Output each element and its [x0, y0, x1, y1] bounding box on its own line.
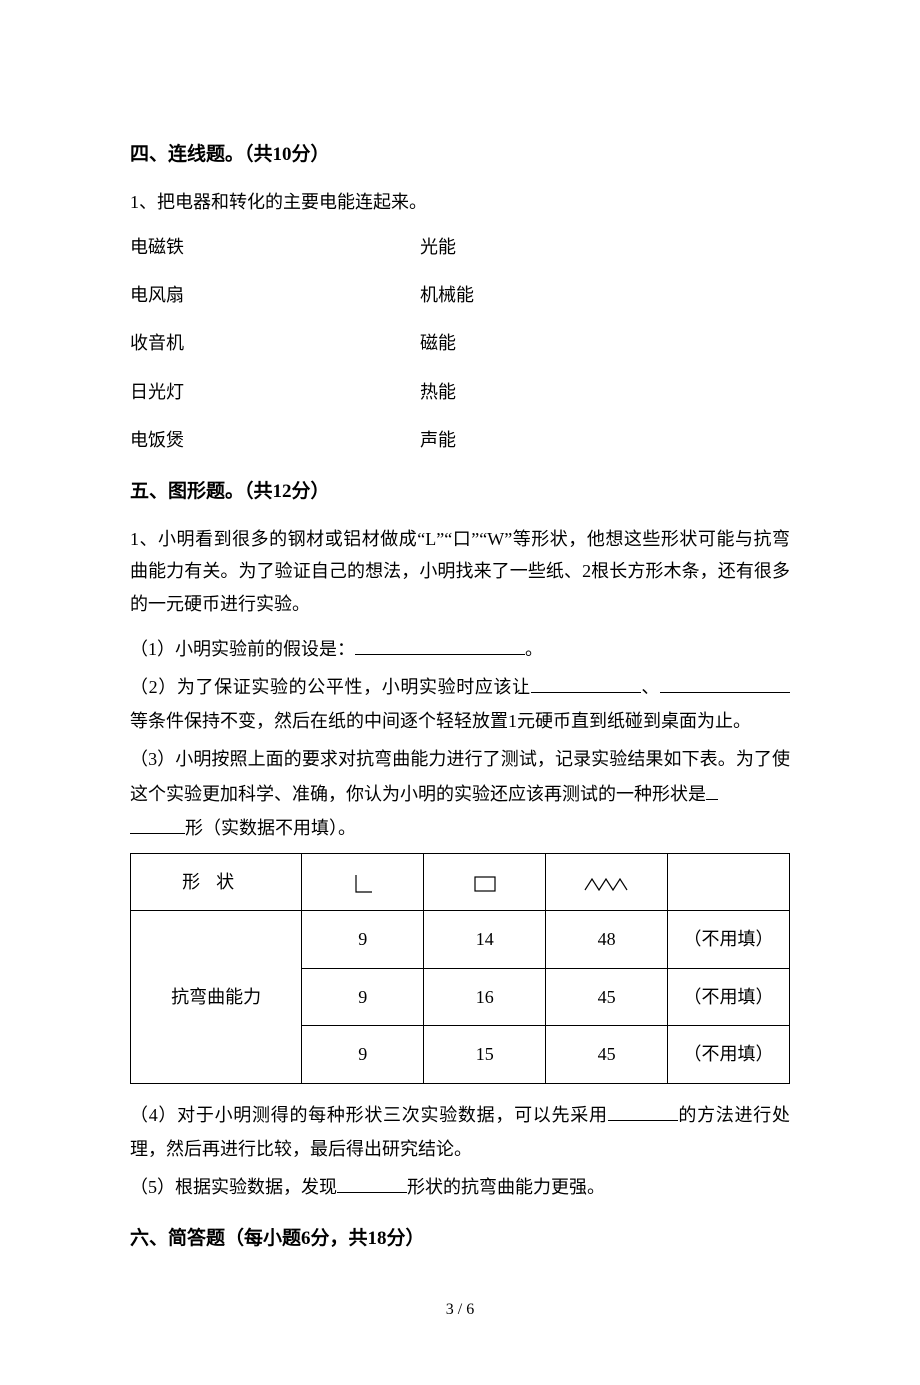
data-cell: 9 — [302, 911, 424, 968]
sub1-prefix: （1）小明实验前的假设是： — [130, 639, 355, 659]
sub2-mid: 、 — [641, 677, 660, 697]
matching-row: 电风扇 机械能 — [130, 279, 790, 311]
matching-row: 日光灯 热能 — [130, 376, 790, 408]
section5-sub1: （1）小明实验前的假设是： 。 — [130, 632, 790, 666]
sub1-suffix: 。 — [525, 639, 543, 659]
matching-left-item: 收音机 — [130, 327, 420, 359]
L-shape-icon — [350, 872, 376, 896]
blank-input[interactable] — [355, 635, 525, 655]
shape-cell-L — [302, 854, 424, 911]
sub3-prefix: （3）小明按照上面的要求对抗弯曲能力进行了测试，记录实验结果如下表。为了使这个实… — [130, 749, 790, 803]
matching-right-item: 磁能 — [420, 327, 790, 359]
experiment-table: 形状 抗弯曲能力 9 14 48 （不用填） 9 16 45 （不用填） 9 — [130, 853, 790, 1084]
section5-sub2: （2）为了保证实验的公平性，小明实验时应该让 、等条件保持不变，然后在纸的中间逐个… — [130, 670, 790, 738]
data-cell: 14 — [424, 911, 546, 968]
matching-right-item: 机械能 — [420, 279, 790, 311]
data-cell: 15 — [424, 1026, 546, 1083]
shape-cell-box — [424, 854, 546, 911]
section5-sub5: （5）根据实验数据，发现 形状的抗弯曲能力更强。 — [130, 1170, 790, 1204]
page-number: 3 / 6 — [130, 1296, 790, 1325]
table-row: 形状 — [131, 854, 790, 911]
shape-header-cell: 形状 — [131, 854, 302, 911]
blank-input[interactable] — [337, 1173, 407, 1193]
sub2-tail: 等条件保持不变，然后在纸的中间逐个轻轻放置1元硬币直到纸碰到桌面为止。 — [130, 711, 751, 731]
box-shape-icon — [471, 873, 499, 895]
matching-right-item: 光能 — [420, 231, 790, 263]
zigzag-shape-icon — [583, 875, 631, 893]
matching-left-item: 电饭煲 — [130, 424, 420, 456]
data-cell: 45 — [546, 1026, 668, 1083]
blank-input[interactable] — [706, 780, 718, 800]
section4-heading: 四、连线题。（共10分） — [130, 138, 790, 172]
shape-cell-W — [546, 854, 668, 911]
section5-intro: 1、小明看到很多的钢材或铝材做成“L”“口”“W”等形状，他想这些形状可能与抗弯… — [130, 523, 790, 620]
sub3-suffix: 形（实数据不用填）。 — [185, 818, 356, 838]
data-cell: 16 — [424, 968, 546, 1025]
sub2-prefix: （2）为了保证实验的公平性，小明实验时应该让 — [130, 677, 531, 697]
section5-sub3: （3）小明按照上面的要求对抗弯曲能力进行了测试，记录实验结果如下表。为了使这个实… — [130, 742, 790, 845]
matching-right-item: 热能 — [420, 376, 790, 408]
data-cell: （不用填） — [668, 968, 790, 1025]
blank-input[interactable] — [531, 673, 641, 693]
data-cell: （不用填） — [668, 911, 790, 968]
matching-left-item: 电磁铁 — [130, 231, 420, 263]
matching-row: 电饭煲 声能 — [130, 424, 790, 456]
section5-heading: 五、图形题。（共12分） — [130, 475, 790, 509]
blank-input[interactable] — [130, 814, 185, 834]
sub5-prefix: （5）根据实验数据，发现 — [130, 1177, 337, 1197]
matching-left-item: 日光灯 — [130, 376, 420, 408]
data-cell: 48 — [546, 911, 668, 968]
matching-left-item: 电风扇 — [130, 279, 420, 311]
section6-heading: 六、简答题（每小题6分，共18分） — [130, 1222, 790, 1256]
data-cell: 9 — [302, 968, 424, 1025]
matching-row: 电磁铁 光能 — [130, 231, 790, 263]
blank-input[interactable] — [608, 1101, 678, 1121]
data-cell: （不用填） — [668, 1026, 790, 1083]
matching-list: 电磁铁 光能 电风扇 机械能 收音机 磁能 日光灯 热能 电饭煲 声能 — [130, 231, 790, 457]
data-cell: 9 — [302, 1026, 424, 1083]
sub5-suffix: 形状的抗弯曲能力更强。 — [407, 1177, 605, 1197]
matching-row: 收音机 磁能 — [130, 327, 790, 359]
section5-sub4: （4）对于小明测得的每种形状三次实验数据，可以先采用的方法进行处理，然后再进行比… — [130, 1098, 790, 1166]
blank-input[interactable] — [660, 673, 790, 693]
sub4-prefix: （4）对于小明测得的每种形状三次实验数据，可以先采用 — [130, 1105, 608, 1125]
data-cell: 45 — [546, 968, 668, 1025]
table-row: 抗弯曲能力 9 14 48 （不用填） — [131, 911, 790, 968]
shape-cell-empty — [668, 854, 790, 911]
section4-question-label: 1、把电器和转化的主要电能连起来。 — [130, 186, 790, 218]
matching-right-item: 声能 — [420, 424, 790, 456]
ability-header-cell: 抗弯曲能力 — [131, 911, 302, 1083]
